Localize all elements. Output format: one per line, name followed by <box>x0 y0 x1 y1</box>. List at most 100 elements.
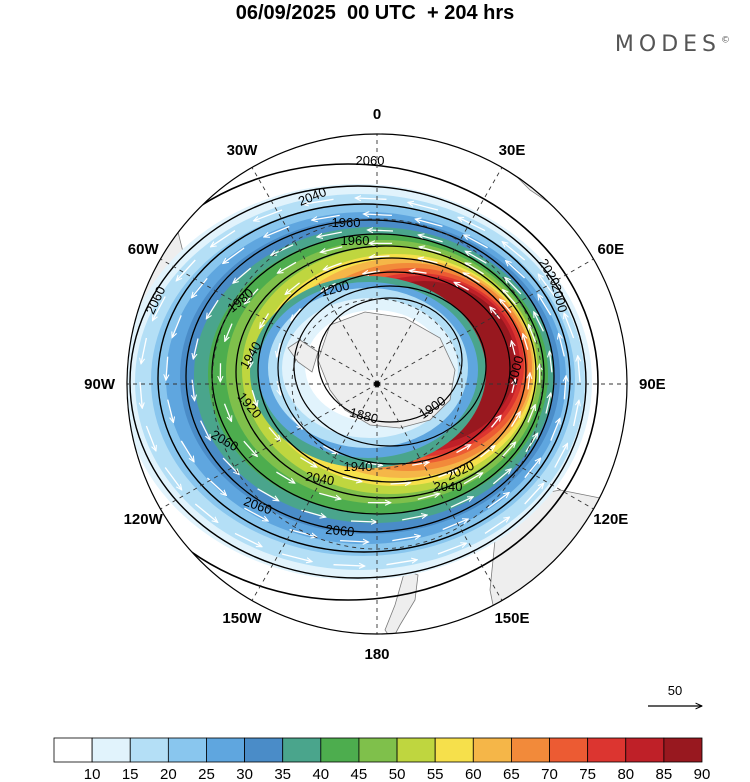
contour-label: 1960 <box>332 215 361 230</box>
wind-vector <box>409 203 439 211</box>
wind-vector <box>225 323 233 341</box>
wind-vector <box>534 312 544 332</box>
wind-vector <box>289 528 317 537</box>
colorbar-swatch <box>663 737 703 763</box>
wind-vector <box>503 290 517 306</box>
latitude-circle <box>291 298 463 470</box>
wind-vector <box>251 390 257 406</box>
contour-label-text: 2040 <box>434 479 463 494</box>
wind-vector <box>464 235 488 249</box>
colorbar-swatch <box>53 737 93 763</box>
wind-vector <box>416 219 443 228</box>
wind-vector <box>564 314 575 339</box>
wind-vector <box>243 440 257 456</box>
wind-vector <box>503 242 526 261</box>
colorbar-label: 30 <box>236 766 253 782</box>
wind-vector <box>500 300 512 314</box>
colorbar-label: 65 <box>503 766 520 782</box>
wind-vector <box>370 256 390 257</box>
wind-vector <box>211 230 236 247</box>
wind-vector <box>464 273 480 283</box>
contour-label-text: 1200 <box>319 277 351 299</box>
contour-label: 2000 <box>504 354 526 386</box>
meridian-line <box>251 167 378 385</box>
wind-vector <box>200 420 210 440</box>
wind-vector <box>417 494 439 500</box>
wind-vector <box>223 403 232 421</box>
height-contour <box>127 163 599 601</box>
contour-label: 2040 <box>434 479 463 494</box>
wind-vector <box>459 218 486 232</box>
colorbar-label: 35 <box>274 766 291 782</box>
contour-label-text: 2040 <box>304 469 335 489</box>
colorbar-swatch <box>282 737 322 763</box>
longitude-label-150w: 150W <box>222 610 262 627</box>
wind-vector <box>490 307 501 320</box>
wind-vectors <box>140 198 580 566</box>
wind-vector <box>442 519 468 531</box>
contour-label: 1200 <box>319 277 351 299</box>
contour-label: 2040 <box>304 469 335 489</box>
colorbar-label: 40 <box>312 766 329 782</box>
wind-vector <box>512 380 515 394</box>
wind-vector <box>392 536 419 542</box>
contour-label: 1940 <box>344 459 373 474</box>
meridian-line <box>376 258 594 385</box>
contour-label-text: 2000 <box>504 354 526 386</box>
contour-label-text: 2060 <box>356 153 385 168</box>
wind-vector <box>206 477 226 495</box>
wind-vector <box>333 565 365 566</box>
wind-vector <box>301 509 325 517</box>
wind-vector <box>268 426 280 440</box>
colorbar-label: 70 <box>541 766 558 782</box>
colorbar-swatch <box>244 737 284 763</box>
wind-vector <box>312 214 340 220</box>
colorbar-swatch <box>358 737 398 763</box>
longitude-label-90w: 90W <box>84 376 116 393</box>
colorbar-swatch <box>472 737 512 763</box>
wind-vector <box>167 399 174 422</box>
wind-vector <box>506 261 526 279</box>
wind-vector <box>153 296 166 321</box>
brand-mark: © <box>721 35 730 46</box>
wind-vector <box>194 503 217 522</box>
wind-vector <box>559 334 565 357</box>
contour-label: 2060 <box>356 153 385 168</box>
height-contour <box>293 285 487 447</box>
wind-vector <box>257 488 279 501</box>
wind-vector <box>322 282 336 291</box>
height-contour <box>257 257 527 483</box>
wind-vector <box>538 295 552 316</box>
colorbar-label: 45 <box>351 766 368 782</box>
wind-vector <box>510 412 521 427</box>
wind-vector <box>356 198 387 199</box>
meridian-line <box>376 383 594 510</box>
wind-vector <box>245 288 259 304</box>
wind-vector <box>278 261 297 273</box>
wind-vector <box>487 493 509 509</box>
wind-vector <box>244 507 267 521</box>
contour-label-text: 2000 <box>549 282 571 314</box>
meridian-line <box>251 383 378 601</box>
height-contour <box>317 297 463 423</box>
contour-label-text: 2060 <box>325 522 355 539</box>
wind-vector <box>324 262 342 270</box>
reference-vector-label: 50 <box>668 683 682 698</box>
wind-vector <box>291 416 302 428</box>
longitude-label-60e: 60E <box>597 241 624 258</box>
wind-vector <box>479 446 494 458</box>
graticule <box>127 134 627 634</box>
wind-vector <box>545 394 551 414</box>
map-boundary <box>126 133 628 635</box>
latitude-circle <box>211 218 543 550</box>
wind-vector <box>523 334 529 350</box>
colorbar-swatch <box>587 737 627 763</box>
wind-vector <box>419 258 438 264</box>
wind-vector <box>250 350 252 367</box>
wind-vector <box>368 230 394 231</box>
wind-vector <box>277 381 280 394</box>
longitude-label-150e: 150E <box>494 610 529 627</box>
wind-vector <box>317 231 342 237</box>
height-contour <box>185 219 555 533</box>
